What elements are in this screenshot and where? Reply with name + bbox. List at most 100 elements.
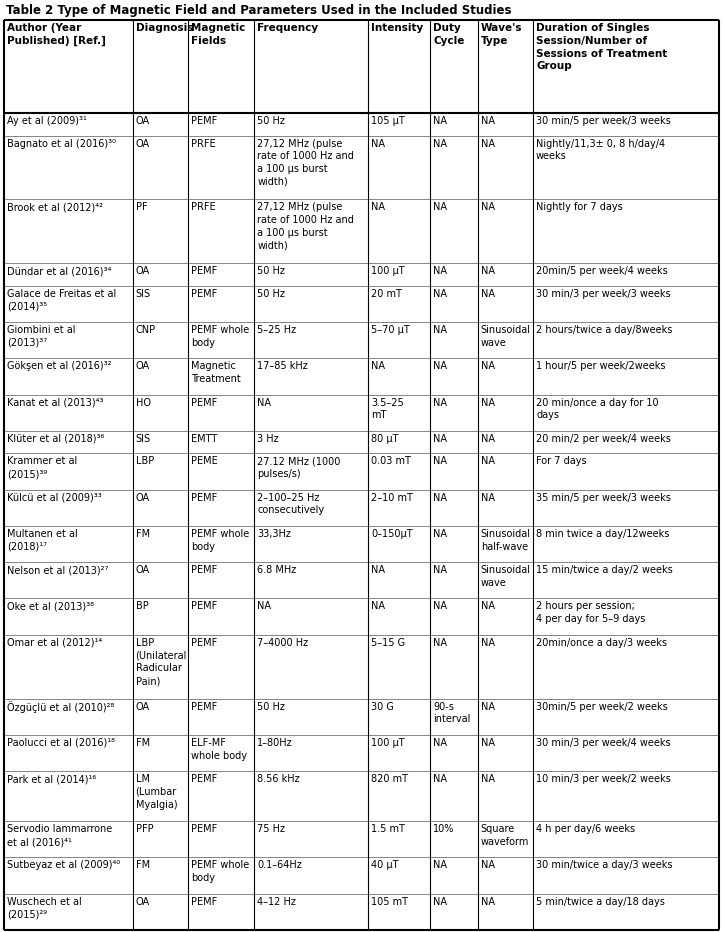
Text: PEMF: PEMF [191, 565, 217, 575]
Bar [4, 199, 719, 264]
Bar [4, 821, 719, 857]
Text: FM: FM [135, 738, 150, 747]
Text: Külcü et al (2009)³³: Külcü et al (2009)³³ [7, 493, 102, 502]
Text: 27.12 MHz (1000
pulses/s): 27.12 MHz (1000 pulses/s) [257, 457, 341, 479]
Text: PEME: PEME [191, 457, 218, 466]
Bar [4, 894, 719, 930]
Text: Kanat et al (2013)⁴³: Kanat et al (2013)⁴³ [7, 398, 103, 407]
Text: PEMF: PEMF [191, 398, 217, 407]
Text: NA: NA [433, 738, 448, 747]
Text: NA: NA [371, 601, 385, 611]
Bar [4, 771, 719, 821]
Text: NA: NA [481, 860, 495, 870]
Text: CNP: CNP [135, 325, 155, 336]
Bar [4, 699, 719, 734]
Text: 10%: 10% [433, 824, 455, 834]
Text: 105 μT: 105 μT [371, 116, 405, 126]
Text: 2–10 mT: 2–10 mT [371, 493, 413, 502]
Text: 2–100–25 Hz
consecutively: 2–100–25 Hz consecutively [257, 493, 325, 515]
Text: Frequency: Frequency [257, 23, 318, 33]
Text: OA: OA [135, 565, 150, 575]
Text: NA: NA [257, 601, 271, 611]
Text: 2 hours per session;
4 per day for 5–9 days: 2 hours per session; 4 per day for 5–9 d… [536, 601, 646, 624]
Text: Author (Year
Published) [Ref.]: Author (Year Published) [Ref.] [7, 23, 106, 46]
Text: 90-s
interval: 90-s interval [433, 702, 471, 724]
Text: LM
(Lumbar
Myalgia): LM (Lumbar Myalgia) [135, 774, 177, 810]
Text: PEMF: PEMF [191, 267, 217, 277]
Bar [4, 359, 719, 394]
Text: HO: HO [135, 398, 150, 407]
Text: Intensity: Intensity [371, 23, 423, 33]
Text: 30min/5 per week/2 weeks: 30min/5 per week/2 weeks [536, 702, 668, 711]
Text: 10 min/3 per week/2 weeks: 10 min/3 per week/2 weeks [536, 774, 671, 784]
Text: NA: NA [481, 398, 495, 407]
Text: NA: NA [433, 637, 448, 648]
Text: PF: PF [135, 202, 147, 212]
Text: 105 mT: 105 mT [371, 897, 408, 907]
Text: Wave's
Type: Wave's Type [481, 23, 522, 46]
Text: 20min/once a day/3 weeks: 20min/once a day/3 weeks [536, 637, 667, 648]
Text: Özgüçlü et al (2010)²⁸: Özgüçlü et al (2010)²⁸ [7, 702, 114, 714]
Text: FM: FM [135, 860, 150, 870]
Text: 5–70 μT: 5–70 μT [371, 325, 410, 336]
Text: NA: NA [433, 325, 448, 336]
Text: 30 min/5 per week/3 weeks: 30 min/5 per week/3 weeks [536, 116, 671, 126]
Text: NA: NA [433, 362, 448, 371]
Text: 1 hour/5 per week/2weeks: 1 hour/5 per week/2weeks [536, 362, 666, 371]
Text: OA: OA [135, 116, 150, 126]
Text: 17–85 kHz: 17–85 kHz [257, 362, 308, 371]
Text: Diagnosis: Diagnosis [135, 23, 193, 33]
Text: Nelson et al (2013)²⁷: Nelson et al (2013)²⁷ [7, 565, 108, 575]
Text: PEMF: PEMF [191, 601, 217, 611]
Text: Nightly for 7 days: Nightly for 7 days [536, 202, 623, 212]
Text: 20min/5 per week/4 weeks: 20min/5 per week/4 weeks [536, 267, 668, 277]
Text: Dündar et al (2016)³⁴: Dündar et al (2016)³⁴ [7, 267, 111, 277]
Bar [4, 322, 719, 359]
Text: PEMF: PEMF [191, 116, 217, 126]
Text: 1–80Hz: 1–80Hz [257, 738, 293, 747]
Text: NA: NA [371, 362, 385, 371]
Text: 8.56 kHz: 8.56 kHz [257, 774, 300, 784]
Text: SIS: SIS [135, 289, 150, 299]
Text: Nightly/11,3± 0, 8 h/day/4
weeks: Nightly/11,3± 0, 8 h/day/4 weeks [536, 139, 665, 161]
Text: Omar et al (2012)¹⁴: Omar et al (2012)¹⁴ [7, 637, 102, 648]
Text: PEMF: PEMF [191, 824, 217, 834]
Text: Sinusoidal
wave: Sinusoidal wave [481, 325, 531, 348]
Text: FM: FM [135, 528, 150, 539]
Text: 50 Hz: 50 Hz [257, 116, 285, 126]
Text: NA: NA [481, 267, 495, 277]
Text: 0.1–64Hz: 0.1–64Hz [257, 860, 302, 870]
Bar [4, 857, 719, 894]
Text: EMTT: EMTT [191, 434, 217, 444]
Text: NA: NA [433, 774, 448, 784]
Text: NA: NA [371, 565, 385, 575]
Text: NA: NA [481, 139, 495, 148]
Text: 27,12 MHz (pulse
rate of 1000 Hz and
a 100 μs burst
width): 27,12 MHz (pulse rate of 1000 Hz and a 1… [257, 202, 354, 251]
Text: SIS: SIS [135, 434, 150, 444]
Text: 30 min/3 per week/4 weeks: 30 min/3 per week/4 weeks [536, 738, 671, 747]
Text: 75 Hz: 75 Hz [257, 824, 285, 834]
Text: NA: NA [481, 897, 495, 907]
Text: Magnetic
Fields: Magnetic Fields [191, 23, 245, 46]
Text: NA: NA [433, 116, 448, 126]
Text: 20 mT: 20 mT [371, 289, 402, 299]
Text: 30 G: 30 G [371, 702, 394, 711]
Text: Sutbeyaz et al (2009)⁴⁰: Sutbeyaz et al (2009)⁴⁰ [7, 860, 120, 870]
Text: Table 2 Type of Magnetic Field and Parameters Used in the Included Studies: Table 2 Type of Magnetic Field and Param… [6, 4, 511, 17]
Text: OA: OA [135, 702, 150, 711]
Text: Park et al (2014)¹⁶: Park et al (2014)¹⁶ [7, 774, 96, 784]
Bar [4, 113, 719, 135]
Text: 33,3Hz: 33,3Hz [257, 528, 291, 539]
Text: Multanen et al
(2018)¹⁷: Multanen et al (2018)¹⁷ [7, 528, 78, 552]
Text: NA: NA [481, 289, 495, 299]
Text: 5 min/twice a day/18 days: 5 min/twice a day/18 days [536, 897, 665, 907]
Text: NA: NA [481, 637, 495, 648]
Text: Bagnato et al (2016)³⁰: Bagnato et al (2016)³⁰ [7, 139, 116, 148]
Text: PEMF: PEMF [191, 897, 217, 907]
Text: 27,12 MHz (pulse
rate of 1000 Hz and
a 100 μs burst
width): 27,12 MHz (pulse rate of 1000 Hz and a 1… [257, 139, 354, 187]
Text: 820 mT: 820 mT [371, 774, 408, 784]
Text: Duration of Singles
Session/Number of
Sessions of Treatment
Group: Duration of Singles Session/Number of Se… [536, 23, 667, 72]
Text: 15 min/twice a day/2 weeks: 15 min/twice a day/2 weeks [536, 565, 673, 575]
Text: NA: NA [433, 139, 448, 148]
Text: NA: NA [433, 860, 448, 870]
